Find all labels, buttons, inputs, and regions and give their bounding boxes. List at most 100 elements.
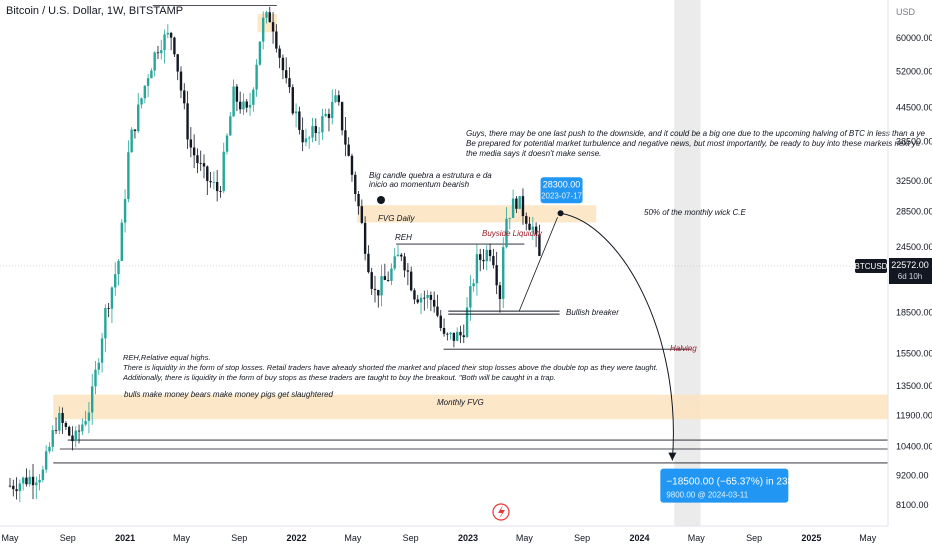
candle-body — [393, 256, 396, 269]
symbol-tag — [855, 258, 887, 273]
x-tick-label: May — [859, 533, 877, 543]
candle-body — [396, 254, 400, 257]
candle-body — [281, 57, 285, 71]
x-tick-label: 2021 — [115, 533, 135, 543]
candle-body — [84, 420, 87, 425]
candle-body — [229, 116, 232, 136]
candle-body — [288, 78, 291, 88]
fvg-daily-label: FVG Daily — [378, 214, 415, 223]
reh-label: REH — [395, 233, 412, 242]
candle-body — [459, 331, 462, 336]
candle-body — [232, 86, 235, 117]
candle-body — [21, 477, 25, 484]
candle-body — [219, 191, 222, 192]
candle-body — [163, 34, 166, 51]
candle-body — [31, 476, 35, 486]
y-tick-label: 18500.00 — [896, 307, 932, 317]
monthly-fvg-label: Monthly FVG — [437, 398, 484, 407]
candle-body — [104, 308, 107, 339]
candle-body — [508, 217, 512, 219]
candle-body — [140, 98, 143, 105]
candle-body — [482, 259, 485, 262]
candle-body — [416, 299, 419, 303]
candle-body — [472, 283, 475, 287]
candle-body — [130, 129, 133, 153]
projection-curve — [560, 212, 674, 461]
candle-body — [462, 335, 465, 337]
candle-body — [8, 485, 12, 487]
candle-body — [531, 226, 535, 230]
chart-title: Bitcoin / U.S. Dollar, 1W, BITSTAMP — [6, 5, 184, 17]
candle-body — [383, 276, 387, 280]
candle-body — [419, 297, 423, 303]
candle-body — [199, 163, 202, 164]
candle-body — [314, 126, 318, 133]
candle-body — [334, 95, 337, 102]
y-tick-label: 28500.00 — [896, 207, 932, 217]
y-tick-label: 38500.00 — [896, 136, 932, 146]
candle-body — [294, 111, 298, 114]
candle-body — [449, 332, 452, 335]
candle-body — [439, 315, 442, 329]
candle-body — [380, 276, 383, 296]
candle-body — [74, 430, 77, 442]
x-tick-label: Sep — [60, 533, 76, 543]
candle-body — [245, 101, 248, 108]
candle-body — [475, 254, 479, 284]
y-tick-label: 32500.00 — [896, 176, 932, 186]
plot-area — [0, 0, 888, 526]
candle-body — [354, 174, 357, 194]
candle-body — [238, 101, 242, 110]
x-tick-label: May — [173, 533, 191, 543]
y-tick-label: 10400.00 — [896, 442, 932, 452]
candle-body — [340, 102, 344, 131]
y-tick-label: 11900.00 — [896, 410, 932, 420]
up-arrow — [518, 217, 558, 312]
candle-body — [51, 430, 54, 447]
candle-body — [528, 223, 531, 230]
candle-body — [186, 103, 189, 140]
note-top-line: the media says it doesn't make sense. — [466, 149, 601, 158]
candle-body — [81, 424, 84, 432]
candle-body — [426, 295, 429, 298]
candle-body — [255, 64, 258, 90]
big-candle-note: Big candle quebra a estrutura e da — [369, 171, 492, 180]
candle-body — [413, 290, 416, 300]
x-tick-label: May — [344, 533, 362, 543]
candle-body — [196, 155, 199, 164]
candle-body — [324, 113, 327, 117]
candle-body — [363, 222, 367, 254]
candle-body — [71, 435, 74, 442]
candle-body — [107, 308, 110, 309]
candle-body — [317, 132, 321, 134]
candle-body — [515, 198, 518, 209]
candle-body — [446, 333, 449, 335]
candle-body — [271, 22, 275, 32]
candle-body — [538, 234, 541, 256]
candle-body — [291, 87, 294, 114]
y-tick-label: 44500.00 — [896, 103, 932, 113]
candle-body — [25, 477, 28, 485]
candle-body — [377, 289, 380, 296]
lightning-icon — [492, 503, 510, 521]
big-candle-note: inicio ao momentum bearish — [369, 180, 470, 189]
y-tick-label: 8100.00 — [896, 500, 929, 510]
candle-body — [534, 226, 538, 235]
y-tick-label: 52000.00 — [896, 66, 932, 76]
lightning-icon-glyph — [498, 505, 505, 519]
candle-body — [518, 196, 521, 209]
candle-body — [123, 199, 127, 223]
candle-body — [455, 331, 459, 341]
candle-body — [386, 279, 390, 281]
currency-label: USD — [896, 7, 916, 17]
candle-body — [429, 295, 433, 300]
y-tick-label: 24500.00 — [896, 242, 932, 252]
projection-start-dot — [557, 210, 564, 217]
candle-body — [360, 206, 364, 223]
candle-body — [120, 222, 123, 261]
candle-body — [248, 104, 252, 108]
bullish-breaker-label: Bullish breaker — [566, 308, 619, 317]
candle-body — [304, 138, 308, 143]
